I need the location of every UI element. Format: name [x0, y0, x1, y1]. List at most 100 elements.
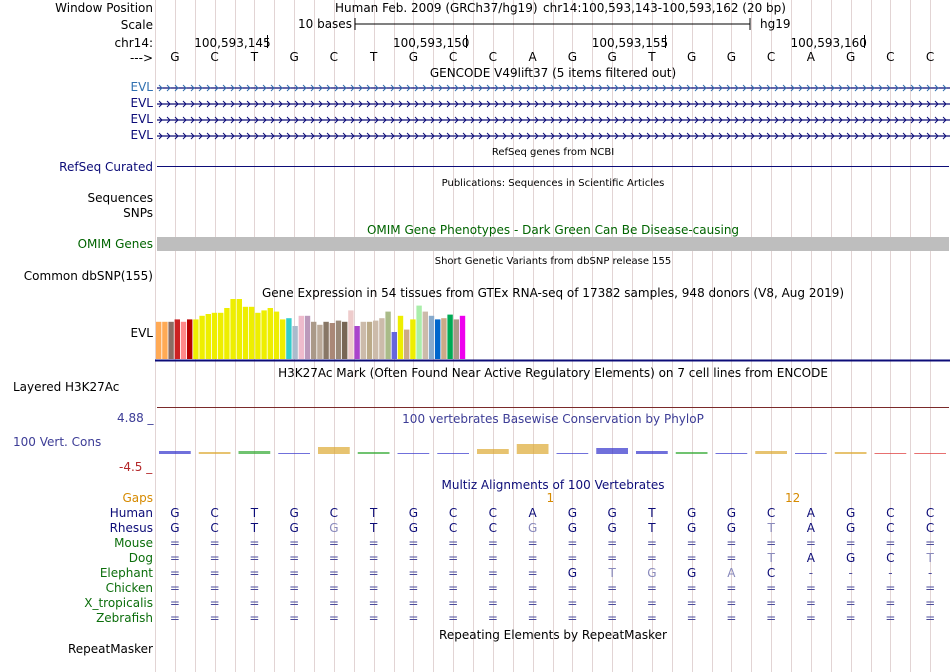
- gtex-tissue-bar[interactable]: [174, 319, 180, 359]
- phylop-label[interactable]: 100 Vert. Cons: [13, 435, 102, 449]
- gtex-tissue-bar[interactable]: [366, 321, 373, 359]
- phylop-score-mark[interactable]: [278, 453, 310, 454]
- publications-snps-label[interactable]: SNPs: [123, 206, 153, 220]
- species-label[interactable]: X_tropicalis: [84, 596, 153, 610]
- gtex-tissue-bar[interactable]: [273, 311, 280, 359]
- phylop-score-mark[interactable]: [636, 451, 668, 454]
- gtex-tissue-bar[interactable]: [162, 321, 168, 359]
- phylop-score-mark[interactable]: [318, 447, 350, 454]
- gtex-tissue-bar[interactable]: [422, 311, 428, 359]
- gtex-tissue-bar[interactable]: [255, 312, 261, 359]
- gtex-tissue-bar[interactable]: [459, 315, 466, 359]
- gencode-transcript-line[interactable]: [157, 99, 950, 109]
- gtex-tissue-bar[interactable]: [218, 312, 224, 359]
- phylop-score-mark[interactable]: [874, 453, 907, 454]
- gtex-tissue-bar[interactable]: [292, 326, 298, 359]
- gtex-tissue-bar[interactable]: [267, 308, 273, 359]
- gtex-tissue-bar[interactable]: [180, 321, 187, 359]
- gencode-transcript-label[interactable]: EVL: [130, 80, 153, 94]
- species-label[interactable]: Mouse: [114, 536, 153, 550]
- gtex-tissue-bar[interactable]: [342, 321, 348, 359]
- gtex-tissue-bar[interactable]: [156, 321, 162, 359]
- gtex-tissue-bar[interactable]: [354, 326, 360, 359]
- gencode-transcript-label[interactable]: EVL: [130, 96, 153, 110]
- gencode-transcript-label[interactable]: EVL: [130, 112, 153, 126]
- gtex-tissue-bar[interactable]: [199, 315, 205, 359]
- repeatmasker-label[interactable]: RepeatMasker: [67, 642, 153, 656]
- phylop-score-mark[interactable]: [516, 444, 549, 454]
- phylop-score-mark[interactable]: [159, 451, 191, 454]
- phylop-score-mark[interactable]: [357, 452, 390, 454]
- gtex-tissue-bar[interactable]: [410, 319, 416, 359]
- gencode-transcript-line[interactable]: [157, 131, 950, 141]
- gtex-tissue-bar[interactable]: [335, 320, 342, 359]
- gtex-tissue-bar[interactable]: [311, 321, 317, 359]
- phylop-score-mark[interactable]: [437, 453, 469, 454]
- gtex-tissue-bar[interactable]: [298, 315, 304, 359]
- multiz-gaps-label[interactable]: Gaps: [122, 491, 153, 505]
- gtex-tissue-bar[interactable]: [435, 319, 441, 359]
- gtex-tissue-bar[interactable]: [323, 321, 329, 359]
- refseq-label[interactable]: RefSeq Curated: [59, 160, 153, 174]
- gtex-tissue-bar[interactable]: [193, 319, 199, 359]
- gtex-tissue-bar[interactable]: [397, 315, 404, 359]
- gencode-transcript-line[interactable]: [157, 115, 950, 125]
- gtex-tissue-bar[interactable]: [249, 306, 255, 359]
- gtex-tissue-bar[interactable]: [348, 310, 354, 359]
- phylop-score-mark[interactable]: [238, 451, 271, 454]
- species-label[interactable]: Rhesus: [109, 521, 153, 535]
- gtex-tissue-bar[interactable]: [230, 299, 236, 359]
- gtex-tissue-bar[interactable]: [317, 324, 323, 359]
- gtex-tissue-bar[interactable]: [360, 321, 366, 359]
- gtex-tissue-bar[interactable]: [236, 299, 242, 359]
- phylop-score-mark[interactable]: [795, 453, 827, 454]
- omim-feature-bar[interactable]: [157, 237, 949, 251]
- gtex-tissue-bar[interactable]: [428, 315, 435, 359]
- gtex-tissue-bar[interactable]: [224, 308, 230, 359]
- phylop-logo[interactable]: [155, 440, 950, 466]
- gtex-tissue-bar[interactable]: [441, 318, 447, 359]
- gtex-tissue-bar[interactable]: [304, 315, 311, 359]
- phylop-score-mark[interactable]: [834, 452, 867, 454]
- gtex-tissue-bar[interactable]: [286, 318, 292, 359]
- gtex-tissue-bar[interactable]: [379, 318, 385, 359]
- omim-label[interactable]: OMIM Genes: [77, 237, 153, 251]
- gtex-bar-chart[interactable]: [155, 298, 950, 362]
- gtex-tissue-bar[interactable]: [211, 312, 218, 359]
- gtex-label[interactable]: EVL: [130, 326, 153, 340]
- species-label[interactable]: Zebrafish: [96, 611, 153, 625]
- gtex-tissue-bar[interactable]: [453, 319, 459, 359]
- species-label[interactable]: Elephant: [99, 566, 153, 580]
- species-label[interactable]: Chicken: [105, 581, 153, 595]
- dbsnp-label[interactable]: Common dbSNP(155): [23, 269, 153, 283]
- gtex-tissue-bar[interactable]: [187, 319, 193, 359]
- gtex-tissue-bar[interactable]: [261, 310, 267, 359]
- h3k27ac-label[interactable]: Layered H3K27Ac: [13, 380, 120, 394]
- gtex-tissue-bar[interactable]: [416, 305, 422, 359]
- gtex-tissue-bar[interactable]: [329, 323, 335, 359]
- gtex-tissue-bar[interactable]: [404, 329, 410, 359]
- gtex-tissue-bar[interactable]: [385, 311, 391, 359]
- phylop-score-mark[interactable]: [198, 452, 231, 454]
- gencode-transcript-line[interactable]: [157, 83, 950, 93]
- gtex-tissue-bar[interactable]: [242, 306, 249, 359]
- gtex-tissue-bar[interactable]: [205, 314, 211, 359]
- gencode-transcript-label[interactable]: EVL: [130, 128, 153, 142]
- phylop-score-mark[interactable]: [596, 448, 628, 454]
- species-label[interactable]: Dog: [128, 551, 153, 565]
- gtex-tissue-bar[interactable]: [168, 321, 174, 359]
- phylop-score-mark[interactable]: [477, 449, 509, 454]
- phylop-score-mark[interactable]: [675, 452, 708, 454]
- publications-sequences-label[interactable]: Sequences: [87, 191, 153, 205]
- gtex-tissue-bar[interactable]: [280, 319, 286, 359]
- refseq-feature-line[interactable]: [157, 166, 949, 167]
- species-label[interactable]: Human: [109, 506, 153, 520]
- phylop-score-mark[interactable]: [397, 453, 430, 454]
- gtex-tissue-bar[interactable]: [373, 320, 379, 359]
- phylop-score-mark[interactable]: [755, 451, 787, 454]
- gtex-tissue-bar[interactable]: [447, 314, 453, 359]
- phylop-score-mark[interactable]: [914, 453, 946, 454]
- gtex-tissue-bar[interactable]: [391, 332, 397, 359]
- phylop-score-mark[interactable]: [556, 453, 589, 454]
